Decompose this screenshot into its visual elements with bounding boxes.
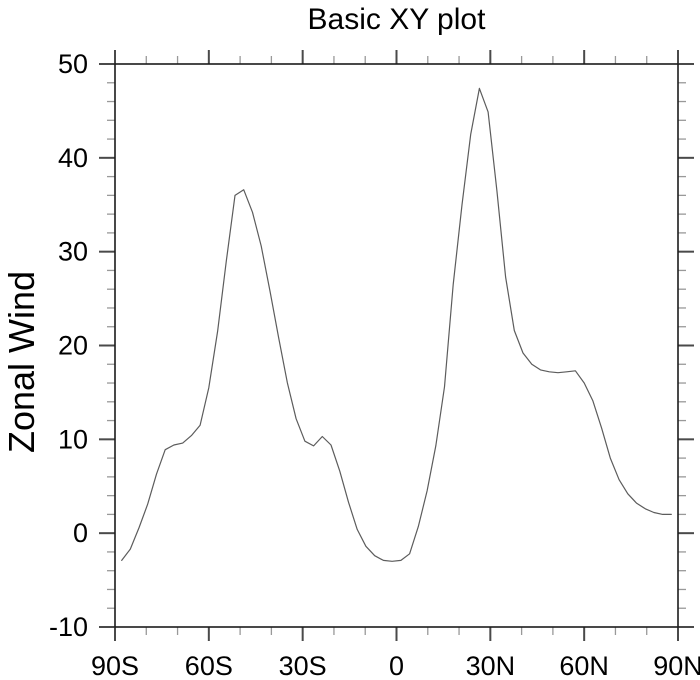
plot-frame — [114, 63, 679, 628]
x-tick-label: 30S — [279, 651, 327, 680]
x-tick-label: 90S — [91, 651, 139, 680]
plot-title: Basic XY plot — [307, 3, 486, 36]
x-tick-label: 60N — [559, 651, 609, 680]
y-tick-label: 40 — [58, 143, 88, 173]
y-tick-label: 50 — [58, 49, 88, 79]
data-curve — [121, 87, 672, 562]
y-tick-label: 0 — [73, 518, 88, 548]
x-tick-label: 30N — [466, 651, 516, 680]
x-tick-label: 90N — [653, 651, 700, 680]
x-tick-label: 0 — [389, 651, 404, 680]
y-tick-label: 30 — [58, 237, 88, 267]
y-tick-label: 20 — [58, 331, 88, 361]
x-tick-label: 60S — [185, 651, 233, 680]
y-tick-label: -10 — [49, 612, 88, 642]
y-tick-label: 10 — [58, 424, 88, 454]
